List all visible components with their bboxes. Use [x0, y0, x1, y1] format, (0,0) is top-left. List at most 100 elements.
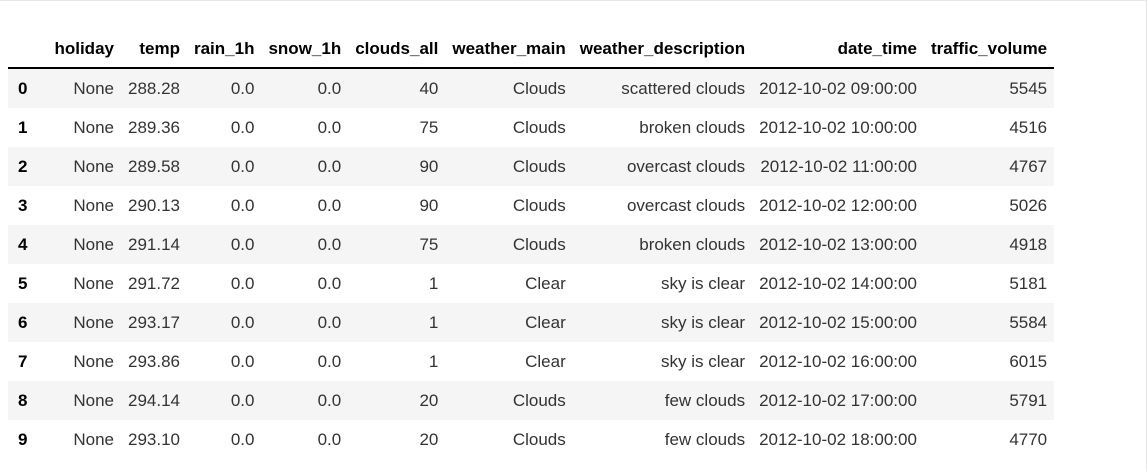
table-row: 0 None 288.28 0.0 0.0 40 Clouds scattered cloud… [8, 68, 1055, 108]
weather-main-cell: Clouds [512, 429, 566, 449]
index-cell: 5 [18, 273, 28, 293]
snow-1h-cell: 0.0 [317, 234, 342, 254]
snow-1h-cell: 0.0 [317, 351, 342, 371]
rain-1h-cell: 0.0 [230, 117, 255, 137]
weather-main-cell: Clear [525, 273, 566, 293]
weather-description-cell: sky is clear [661, 312, 746, 332]
date-time-cell: 2012-10-02 10:00:00 [759, 117, 917, 137]
table-header: holiday temp rain_1h snow_1h clouds_all … [8, 31, 1055, 69]
weather-description-cell: overcast clouds [626, 156, 746, 176]
table-row: 2 None 289.58 0.0 0.0 90 Clouds overcast clouds… [8, 147, 1055, 186]
rain-1h-cell: 0.0 [230, 351, 255, 371]
temp-cell: 293.86 [127, 351, 180, 371]
rain-1h-cell: 0.0 [230, 429, 255, 449]
traffic-volume-cell: 4767 [1009, 156, 1048, 176]
traffic-volume-cell: 5545 [1009, 78, 1048, 98]
temp-cell: 290.13 [127, 195, 180, 215]
rain-1h-cell: 0.0 [230, 195, 255, 215]
temp-cell: 293.17 [127, 312, 180, 332]
date-time-cell: 2012-10-02 17:00:00 [759, 390, 917, 410]
traffic-volume-cell: 5026 [1009, 195, 1048, 215]
table-row: 5 None 291.72 0.0 0.0 1 Clear sky is clear 2012-… [8, 264, 1054, 303]
snow-1h-cell: 0.0 [317, 429, 342, 449]
table-row: 3 None 290.13 0.0 0.0 90 Clouds overcast clouds… [8, 186, 1054, 225]
date-time-cell: 2012-10-02 14:00:00 [759, 273, 917, 293]
dataframe-table: holiday temp rain_1h snow_1h clouds_all … [8, 31, 1055, 459]
column-header-snow-1h: snow_1h [261, 31, 349, 69]
rain-1h-cell: 0.0 [230, 312, 255, 332]
column-header-weather-description: weather_description [572, 31, 753, 69]
clouds-all-cell: 1 [428, 273, 439, 293]
date-time-cell: 2012-10-02 09:00:00 [759, 78, 917, 98]
table-row: 4 None 291.14 0.0 0.0 75 Clouds broken clouds 20… [8, 225, 1055, 264]
traffic-volume-cell: 5791 [1009, 390, 1048, 410]
temp-cell: 288.28 [127, 78, 180, 98]
index-cell: 1 [18, 117, 28, 137]
index-cell: 8 [18, 390, 28, 410]
clouds-all-cell: 20 [419, 390, 439, 410]
table-row: 9 None 293.10 0.0 0.0 20 Clouds few clouds 2012-… [8, 420, 1054, 459]
weather-description-cell: few clouds [664, 390, 746, 410]
date-time-cell: 2012-10-02 13:00:00 [759, 234, 917, 254]
rain-1h-cell: 0.0 [230, 78, 255, 98]
weather-main-cell: Clouds [512, 78, 566, 98]
table-body: 0 None 288.28 0.0 0.0 40 Clouds scattered cloud… [8, 68, 1055, 459]
table-row: 7 None 293.86 0.0 0.0 1 Clear sky is clear 2012-… [8, 342, 1054, 381]
date-time-cell: 2012-10-02 18:00:00 [759, 429, 917, 449]
clouds-all-cell: 75 [419, 117, 439, 137]
column-header-rain-1h: rain_1h [186, 31, 262, 69]
date-time-cell: 2012-10-02 12:00:00 [759, 195, 917, 215]
column-header-temp: temp [120, 31, 187, 69]
weather-main-cell: Clouds [512, 390, 566, 410]
index-cell: 2 [18, 156, 28, 176]
temp-cell: 289.36 [127, 117, 180, 137]
snow-1h-cell: 0.0 [317, 312, 342, 332]
holiday-cell: None [73, 234, 114, 254]
index-cell: 0 [18, 78, 28, 98]
clouds-all-cell: 20 [419, 429, 439, 449]
traffic-volume-cell: 4516 [1009, 117, 1048, 137]
clouds-all-cell: 1 [428, 351, 439, 371]
snow-1h-cell: 0.0 [317, 390, 342, 410]
temp-cell: 291.72 [127, 273, 180, 293]
weather-main-cell: Clouds [512, 195, 566, 215]
holiday-cell: None [73, 351, 114, 371]
column-header-holiday: holiday [47, 31, 121, 69]
snow-1h-cell: 0.0 [317, 273, 342, 293]
traffic-volume-cell: 5584 [1009, 312, 1048, 332]
holiday-cell: None [73, 429, 114, 449]
holiday-cell: None [73, 312, 114, 332]
column-header-traffic-volume: traffic_volume [923, 31, 1055, 69]
weather-main-cell: Clouds [512, 117, 566, 137]
column-header-date-time: date_time [752, 31, 924, 69]
weather-main-cell: Clear [525, 312, 566, 332]
table-row: 8 None 294.14 0.0 0.0 20 Clouds few clouds 2012-… [8, 381, 1055, 420]
rain-1h-cell: 0.0 [230, 390, 255, 410]
rain-1h-cell: 0.0 [230, 234, 255, 254]
date-time-cell: 2012-10-02 11:00:00 [760, 156, 917, 176]
snow-1h-cell: 0.0 [317, 117, 342, 137]
index-cell: 6 [18, 312, 28, 332]
holiday-cell: None [73, 156, 114, 176]
traffic-volume-cell: 4770 [1009, 429, 1048, 449]
header-row: holiday temp rain_1h snow_1h clouds_all … [8, 31, 1055, 69]
snow-1h-cell: 0.0 [317, 78, 342, 98]
index-cell: 4 [18, 234, 28, 254]
rain-1h-cell: 0.0 [230, 156, 255, 176]
weather-description-cell: few clouds [664, 429, 746, 449]
index-header [8, 31, 48, 69]
index-cell: 9 [18, 429, 28, 449]
clouds-all-cell: 1 [428, 312, 439, 332]
traffic-volume-cell: 5181 [1009, 273, 1048, 293]
rain-1h-cell: 0.0 [230, 273, 255, 293]
clouds-all-cell: 40 [419, 78, 439, 98]
weather-description-cell: broken clouds [639, 234, 746, 254]
temp-cell: 293.10 [127, 429, 180, 449]
holiday-cell: None [73, 78, 114, 98]
column-header-weather-main: weather_main [445, 31, 573, 69]
date-time-cell: 2012-10-02 16:00:00 [759, 351, 917, 371]
weather-main-cell: Clouds [512, 234, 566, 254]
holiday-cell: None [73, 117, 114, 137]
date-time-cell: 2012-10-02 15:00:00 [759, 312, 917, 332]
